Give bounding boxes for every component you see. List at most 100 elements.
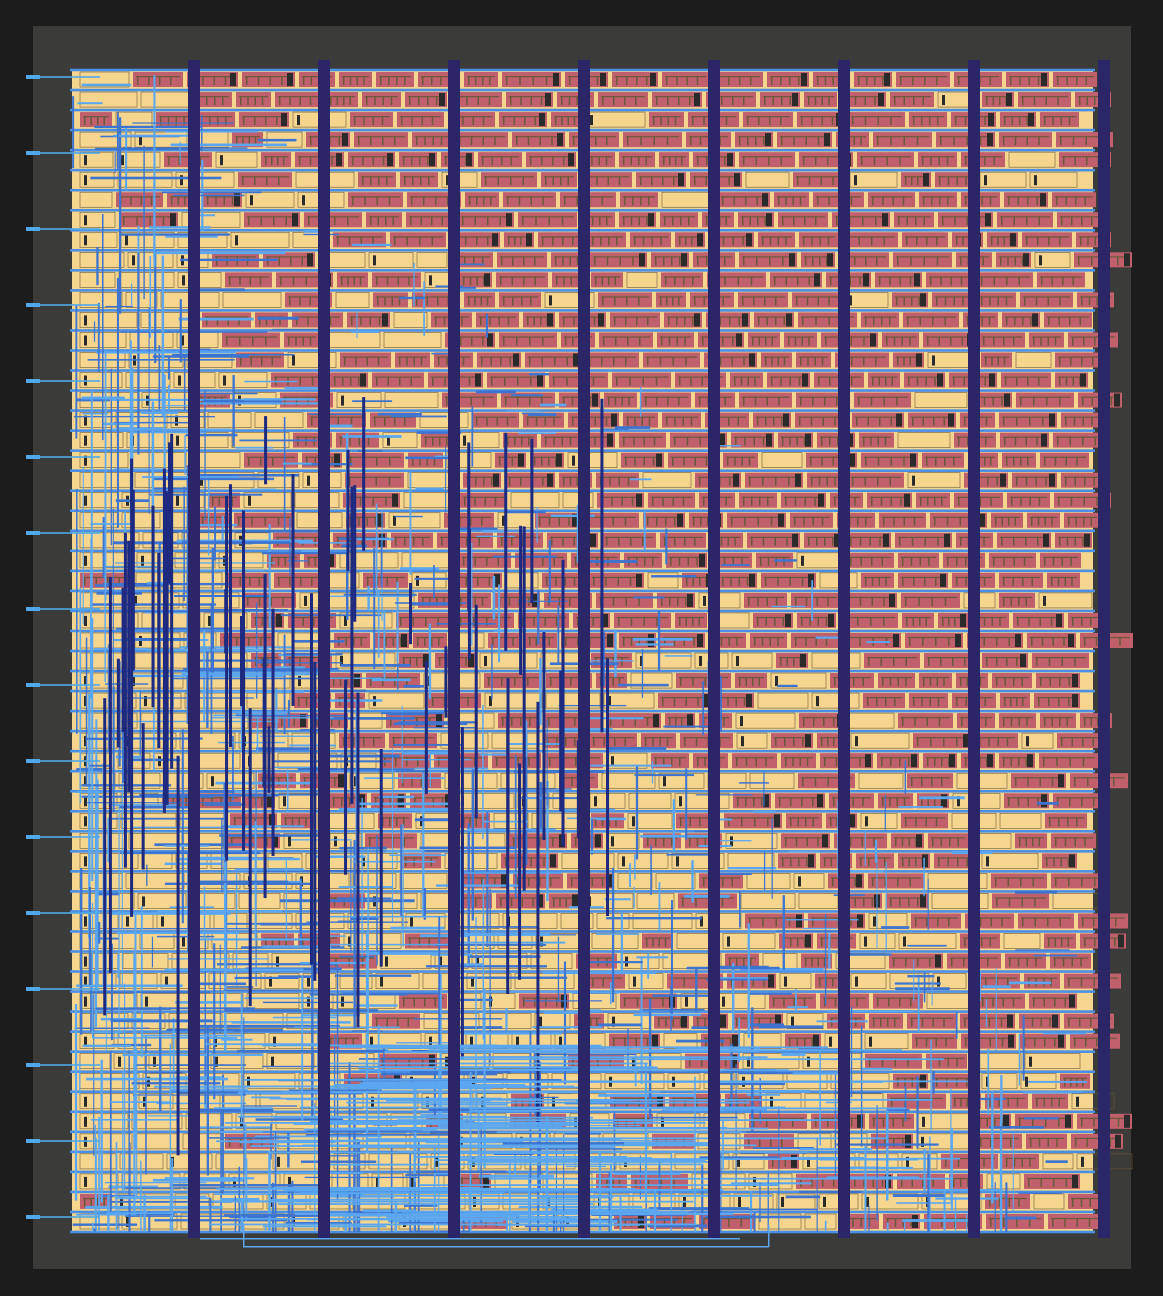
- cell-pin: [777, 636, 779, 646]
- cell-pin: [979, 917, 982, 927]
- logic-cell: [749, 772, 795, 789]
- cell-pin: [680, 677, 682, 687]
- cell-pin: [1008, 957, 1043, 959]
- cell-pin: [549, 757, 551, 767]
- cell-pin: [927, 757, 929, 767]
- cell-pin: [321, 957, 374, 959]
- logic-cell: [560, 913, 594, 929]
- cell-pin: [266, 256, 312, 258]
- cell-contact: [663, 776, 666, 787]
- cell-pin: [789, 96, 791, 106]
- cell-pin: [478, 536, 480, 546]
- cell-pin: [777, 356, 779, 366]
- cell-pin: [373, 536, 375, 546]
- cell-contact: [476, 956, 479, 967]
- cell-pin: [1001, 1037, 1004, 1047]
- logic-cell: [121, 512, 161, 529]
- cell-pin: [377, 636, 406, 639]
- cell-pin: [616, 376, 618, 386]
- cell-pin: [861, 156, 863, 166]
- cell-pin: [786, 536, 788, 546]
- cell-pin: [591, 236, 623, 238]
- cell-pin: [473, 256, 475, 266]
- logic-cell: [79, 71, 130, 88]
- cell-pin: [505, 76, 558, 78]
- cell-pin: [684, 536, 686, 546]
- cell-pin: [349, 96, 351, 106]
- cell-pin: [551, 136, 553, 146]
- cell-pin: [386, 276, 389, 286]
- cell-pin: [1006, 316, 1008, 326]
- cell-pin: [646, 516, 682, 518]
- cell-pin: [602, 296, 604, 306]
- cell-pin: [990, 496, 992, 506]
- cell-contact: [506, 213, 512, 227]
- cell-pin: [529, 156, 573, 158]
- cell-pin: [404, 857, 438, 859]
- cell-pin: [899, 76, 947, 78]
- cell-pin: [770, 376, 807, 378]
- cell-pin: [476, 236, 478, 246]
- cell-pin: [819, 236, 821, 246]
- cell-contact: [632, 1056, 635, 1067]
- cell-pin: [577, 616, 579, 626]
- cell-pin: [482, 116, 485, 126]
- cell-pin: [757, 416, 759, 426]
- cell-contact: [727, 153, 733, 167]
- cell-pin: [261, 616, 264, 626]
- cell-pin: [404, 416, 406, 426]
- cell-pin: [824, 76, 827, 86]
- flipflop-cell: [903, 312, 959, 328]
- flipflop-cell: [643, 352, 700, 368]
- cell-pin: [526, 316, 552, 318]
- cell-pin: [433, 456, 436, 466]
- cell-pin: [1059, 356, 1061, 366]
- cell-pin: [629, 376, 631, 386]
- cell-pin: [1003, 596, 1005, 606]
- cell-pin: [794, 496, 797, 506]
- cell-pin: [1074, 1037, 1076, 1047]
- cell-pin: [548, 717, 550, 727]
- cell-pin: [1016, 697, 1018, 707]
- cell-pin: [911, 1017, 913, 1027]
- flipflop-cell: [544, 713, 602, 729]
- cell-pin: [703, 877, 705, 887]
- cell-contact: [1052, 1014, 1058, 1028]
- cell-pin: [784, 757, 813, 759]
- cell-pin: [309, 96, 312, 106]
- logic-cell: [339, 973, 373, 989]
- cell-pin: [935, 576, 937, 586]
- flipflop-cell: [1018, 913, 1074, 929]
- flipflop-cell: [999, 572, 1043, 588]
- cell-pin: [550, 677, 552, 687]
- cell-pin: [748, 917, 801, 919]
- logic-cell: [79, 532, 140, 549]
- cell-pin: [480, 356, 518, 358]
- cell-pin: [248, 136, 250, 146]
- cell-pin: [468, 196, 496, 198]
- cell-pin: [1074, 156, 1076, 166]
- cell-pin: [594, 256, 596, 266]
- cell-pin: [1035, 476, 1037, 486]
- cell-pin: [889, 316, 891, 326]
- cell-contact: [175, 415, 178, 426]
- cell-pin: [212, 496, 214, 506]
- cell-contact: [276, 613, 282, 627]
- cell-pin: [743, 697, 746, 707]
- cell-pin: [467, 296, 492, 298]
- cell-pin: [827, 156, 829, 166]
- flipflop-cell: [358, 172, 396, 188]
- cell-contact: [84, 155, 87, 166]
- cell-pin: [627, 136, 629, 146]
- cell-pin: [883, 596, 885, 606]
- cell-pin: [632, 256, 634, 266]
- cell-pin: [744, 516, 746, 526]
- cell-pin: [662, 176, 664, 186]
- cell-pin: [498, 596, 537, 599]
- cell-pin: [775, 917, 777, 927]
- cell-pin: [395, 757, 397, 767]
- flipflop-cell: [390, 232, 446, 248]
- cell-pin: [428, 937, 430, 947]
- cell-pin: [605, 156, 608, 166]
